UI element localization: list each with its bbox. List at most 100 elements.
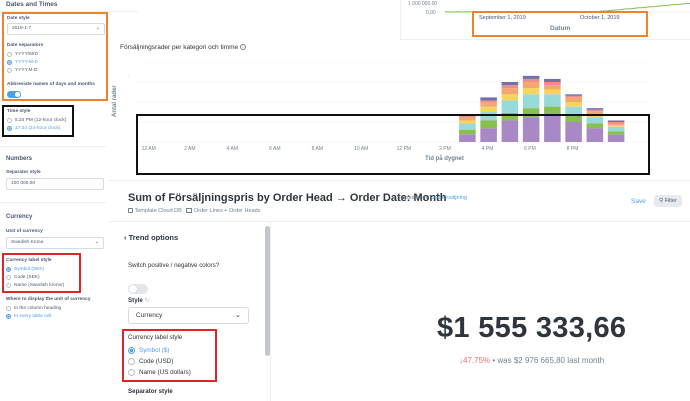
save-button[interactable]: Save xyxy=(631,198,646,205)
separator-option-dash[interactable]: YYYY-M-D xyxy=(7,58,38,66)
bar-segment[interactable] xyxy=(480,106,497,112)
x-tick: 6 PM xyxy=(524,146,536,152)
bar-segment[interactable] xyxy=(607,125,625,127)
bar-segment[interactable] xyxy=(607,122,625,124)
bar-segment[interactable] xyxy=(501,112,519,121)
bar-segment[interactable] xyxy=(544,89,561,95)
bar-segment[interactable] xyxy=(459,115,476,118)
bar-segment[interactable] xyxy=(586,109,604,112)
bar-segment[interactable] xyxy=(565,102,582,107)
highlight-box-axis xyxy=(472,11,648,37)
display-option-every-cell[interactable]: In every table cell xyxy=(6,312,51,320)
bar-segment[interactable] xyxy=(522,78,540,82)
bar-segment[interactable] xyxy=(544,85,561,90)
time-option-12h[interactable]: 5:24 PM (12-hour clock) xyxy=(7,116,66,124)
bar-segment[interactable] xyxy=(459,117,476,121)
bar-segment[interactable] xyxy=(501,100,519,113)
bar-segment[interactable] xyxy=(607,131,625,135)
radio-icon xyxy=(128,368,135,376)
display-option-heading[interactable]: In the column heading xyxy=(6,304,61,312)
time-option-24h[interactable]: 17:24 (24-hour clock) xyxy=(7,124,60,132)
numbers-title: Numbers xyxy=(6,156,33,162)
bar-segment[interactable] xyxy=(586,108,604,110)
currency-option-name[interactable]: Name (Swedish kronor) xyxy=(6,281,64,289)
bar-segment[interactable] xyxy=(501,88,519,95)
bar-segment[interactable] xyxy=(565,122,582,142)
filter-button[interactable]: ⚲ Filter xyxy=(654,195,682,207)
separator-value: 100 000,00 xyxy=(11,181,36,186)
style-select[interactable]: Currency ⌄ xyxy=(128,307,249,324)
bar-chart-plot xyxy=(138,62,648,143)
x-tick: 8 PM xyxy=(566,146,579,152)
bar-segment[interactable] xyxy=(501,120,519,142)
bar-segment[interactable] xyxy=(480,97,497,101)
bar-segment[interactable] xyxy=(522,108,540,118)
trend-options-title: Trend options xyxy=(128,233,179,242)
separator-option-dot[interactable]: YYYY.M.D xyxy=(7,66,37,74)
bar-segment[interactable] xyxy=(544,115,561,142)
currency-unit-select[interactable]: Swedish Krona ⌄ xyxy=(6,237,104,249)
bar-segment[interactable] xyxy=(586,123,604,129)
bar-segment[interactable] xyxy=(544,78,561,82)
bar-segment[interactable] xyxy=(501,94,519,101)
reset-icon[interactable]: ↻ xyxy=(144,297,150,304)
panel-scrollbar[interactable] xyxy=(265,226,270,356)
date-style-select[interactable]: 2018-1-7 ⌄ xyxy=(7,23,105,35)
bar-segment[interactable] xyxy=(565,115,582,122)
y-axis-title: Antal rader xyxy=(112,85,118,117)
bar-segment[interactable] xyxy=(480,128,497,142)
bar-segment[interactable] xyxy=(459,120,476,124)
bar-segment[interactable] xyxy=(480,102,497,107)
bar-segment[interactable] xyxy=(565,106,582,116)
bar-segment[interactable] xyxy=(459,134,476,142)
database-name[interactable]: Template Cloud DB xyxy=(134,208,182,214)
bar-segment[interactable] xyxy=(607,126,625,132)
radio-selected-icon xyxy=(6,313,11,319)
bar-segment[interactable] xyxy=(607,120,625,122)
y-tick: · xyxy=(128,74,130,80)
bar-segment[interactable] xyxy=(586,117,604,124)
panel-currency-symbol[interactable]: Symbol ($) xyxy=(128,344,169,356)
number-separator-select[interactable]: 100 000,00 xyxy=(6,178,104,190)
separator-option-slash[interactable]: YYYY/M/D xyxy=(7,50,38,58)
radio-selected-icon xyxy=(7,59,12,65)
currency-option-symbol[interactable]: Symbol (SEK) xyxy=(6,265,44,273)
bar-segment[interactable] xyxy=(459,129,476,135)
bar-segment[interactable] xyxy=(565,94,582,96)
abbreviate-toggle[interactable] xyxy=(7,91,21,98)
time-style-label: Time style xyxy=(7,109,31,114)
panel-currency-code[interactable]: Code (USD) xyxy=(128,355,173,367)
divider xyxy=(0,146,106,147)
bar-segment[interactable] xyxy=(522,88,540,95)
trend-change: 47.75% xyxy=(463,356,491,365)
trend-options-back[interactable]: ‹ Trend options xyxy=(124,233,178,242)
bar-segment[interactable] xyxy=(607,123,625,126)
bar-segment[interactable] xyxy=(522,82,540,89)
x-axis-title-datum: Datum xyxy=(550,25,571,32)
bar-segment[interactable] xyxy=(586,128,604,142)
bar-segment[interactable] xyxy=(501,82,519,86)
chevron-left-icon: ‹ xyxy=(124,233,127,242)
panel-currency-name[interactable]: Name (US dollars) xyxy=(128,366,191,378)
bar-segment[interactable] xyxy=(459,123,476,130)
started-from-link[interactable]: Total försäljning xyxy=(428,195,467,201)
bar-segment[interactable] xyxy=(480,120,497,129)
switch-colors-toggle[interactable] xyxy=(128,284,148,294)
bar-segment[interactable] xyxy=(522,75,540,79)
bar-segment[interactable] xyxy=(544,82,561,86)
bar-segment[interactable] xyxy=(607,134,625,142)
bar-segment[interactable] xyxy=(544,94,561,107)
bar-segment[interactable] xyxy=(565,95,582,98)
bar-segment[interactable] xyxy=(480,100,497,102)
bar-segment[interactable] xyxy=(544,106,561,116)
bar-segment[interactable] xyxy=(501,85,519,89)
bar-segment[interactable] xyxy=(522,94,540,109)
currency-option-code[interactable]: Code (SEK) xyxy=(6,273,40,281)
highlight-box-date xyxy=(2,12,108,101)
divider xyxy=(108,221,690,222)
bar-segment[interactable] xyxy=(586,111,604,115)
bar-segment[interactable] xyxy=(565,97,582,102)
bar-segment[interactable] xyxy=(522,117,540,142)
table-names[interactable]: Order Lines + Order Heads xyxy=(193,208,261,214)
divider xyxy=(0,202,106,203)
